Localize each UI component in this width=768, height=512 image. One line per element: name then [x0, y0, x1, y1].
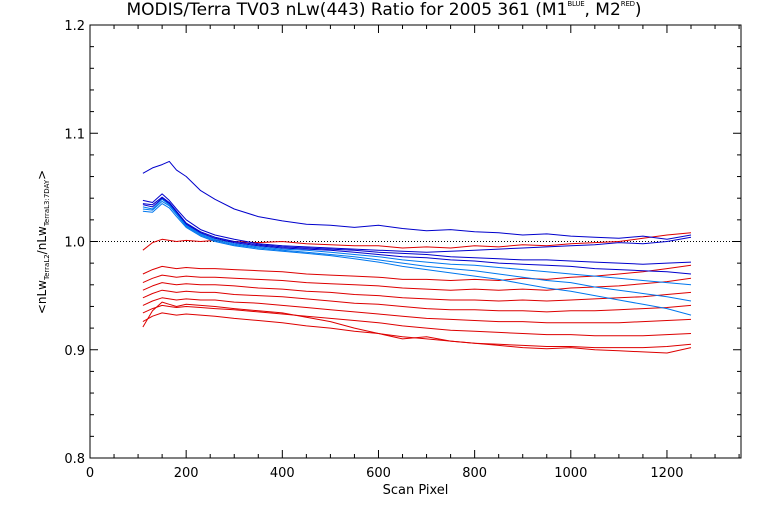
series-line-m1 [142, 197, 692, 275]
series-line-m2 [142, 289, 692, 313]
x-axis-label: Scan Pixel [382, 483, 449, 498]
series-line-m1 [142, 160, 692, 240]
series-line-m1 [142, 193, 692, 253]
chart-title: MODIS/Terra TV03 nLw(443) Ratio for 2005… [126, 0, 642, 20]
x-tick-label: 1000 [554, 466, 587, 481]
series-line-m2 [142, 301, 692, 354]
series-line-m1 [142, 200, 692, 302]
x-tick-label: 200 [174, 466, 199, 481]
series-line-m2 [142, 232, 692, 251]
series-line-m2 [142, 274, 692, 291]
x-tick-label: 600 [366, 466, 391, 481]
x-tick-label: 800 [462, 466, 487, 481]
y-tick-label: 1.2 [64, 19, 85, 34]
x-tick-label: 0 [86, 466, 94, 481]
y-axis-label: <nLwTerraL2/nLwTerraL3:7DAY> [35, 169, 51, 315]
series-line-m2 [142, 297, 692, 324]
x-tick-label: 1200 [650, 466, 683, 481]
series-line-m2 [142, 282, 692, 302]
series-line-m1 [142, 198, 692, 286]
y-tick-label: 0.8 [64, 452, 85, 467]
y-tick-label: 1.1 [64, 127, 85, 142]
y-tick-label: 1.0 [64, 236, 85, 251]
x-tick-label: 400 [270, 466, 295, 481]
y-tick-label: 0.9 [64, 344, 85, 359]
series-line-m2 [142, 304, 692, 337]
series-line-m2 [142, 312, 692, 349]
plot-frame [89, 24, 742, 459]
series-line-m1 [142, 203, 692, 316]
series-line-m1 [142, 196, 692, 265]
series-line-m2 [142, 264, 692, 281]
